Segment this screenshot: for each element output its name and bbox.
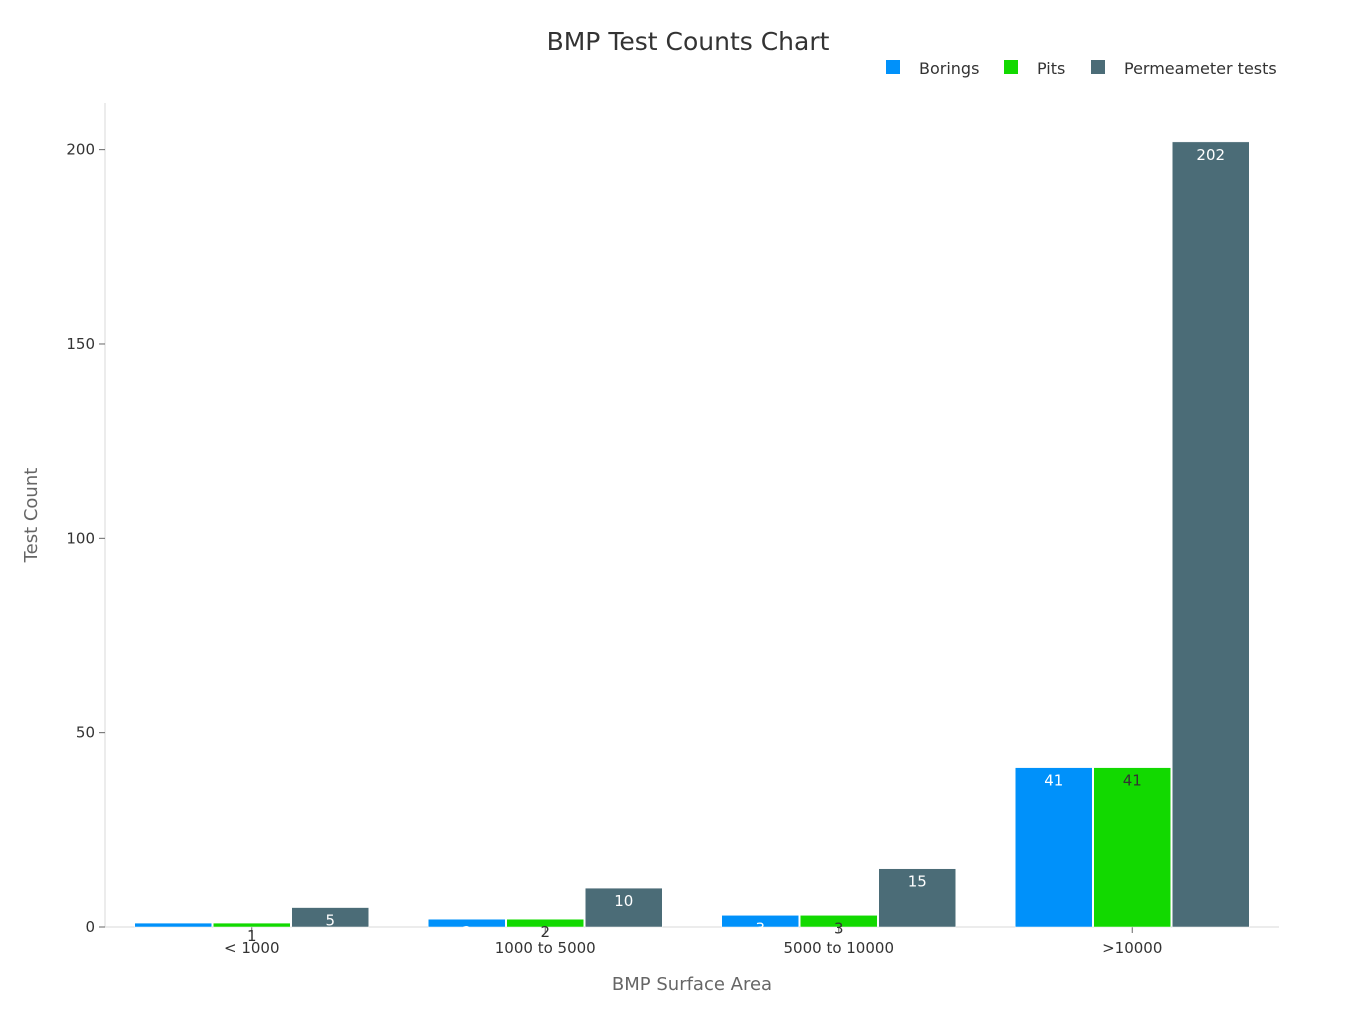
y-tick-label: 0 (85, 918, 95, 936)
legend-label: Borings (919, 59, 979, 78)
bar (1093, 767, 1171, 928)
bar (1015, 767, 1093, 928)
bar-value-label: 15 (908, 873, 927, 891)
bar (721, 915, 799, 928)
x-tick-label: >10000 (1102, 939, 1162, 957)
bar (585, 887, 663, 928)
bar-value-label: 5 (325, 912, 335, 930)
y-tick-label: 50 (76, 724, 95, 742)
bar-value-label: 2 (540, 923, 550, 941)
bar (878, 868, 956, 928)
bar-value-label: 10 (614, 892, 633, 910)
bar-value-label: 41 (1044, 772, 1063, 790)
bar (134, 922, 212, 928)
legend-label: Permeameter tests (1124, 59, 1277, 78)
y-axis: 0 50 100 150 200 (66, 103, 106, 936)
y-tick-label: 100 (66, 529, 95, 547)
y-tick-label: 150 (66, 335, 95, 353)
y-axis-title: Test Count (21, 468, 42, 564)
bar (213, 922, 291, 928)
bar (428, 918, 506, 928)
legend-swatch (1004, 60, 1018, 74)
bar-value-label: 3 (834, 919, 844, 937)
legend-label: Pits (1037, 59, 1065, 78)
bar-value-label: 202 (1196, 146, 1225, 164)
bar-value-label: 1 (247, 927, 257, 945)
x-axis: < 1000 1000 to 5000 5000 to 10000 >10000 (105, 926, 1279, 957)
bar (800, 915, 878, 928)
legend-swatch (1091, 60, 1105, 74)
bar-value-label: 1 (168, 927, 178, 945)
y-tick-label: 200 (66, 141, 95, 159)
x-tick-label: 5000 to 10000 (784, 939, 895, 957)
x-tick-label: 1000 to 5000 (495, 939, 596, 957)
bar (291, 907, 369, 928)
bar-value-label: 3 (755, 919, 765, 937)
bar-value-label: 41 (1123, 772, 1142, 790)
legend: Borings Pits Permeameter tests (886, 59, 1277, 78)
x-axis-title: BMP Surface Area (612, 974, 772, 995)
bar (1172, 141, 1250, 928)
legend-swatch (886, 60, 900, 74)
bar (506, 918, 584, 928)
x-tick-label: < 1000 (224, 939, 280, 957)
chart-title: BMP Test Counts Chart (547, 27, 830, 56)
bars (134, 141, 1250, 928)
bar-value-label: 2 (462, 923, 472, 941)
